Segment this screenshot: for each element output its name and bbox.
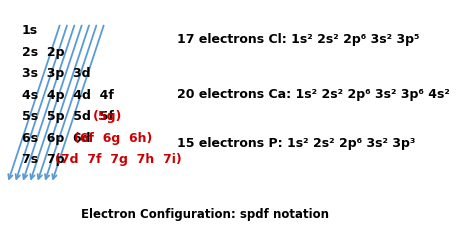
Text: 3s  3p  3d: 3s 3p 3d (22, 67, 90, 80)
Text: 1s: 1s (22, 24, 38, 37)
Text: (6f  6g  6h): (6f 6g 6h) (74, 132, 152, 145)
Text: 6s  6p  6d: 6s 6p 6d (22, 132, 90, 145)
Text: Electron Configuration: spdf notation: Electron Configuration: spdf notation (81, 207, 329, 221)
Text: 5s  5p  5d  5f: 5s 5p 5d 5f (22, 110, 114, 123)
Text: 15 electrons P: 1s² 2s² 2p⁶ 3s² 3p³: 15 electrons P: 1s² 2s² 2p⁶ 3s² 3p³ (177, 137, 415, 150)
Text: 7s  7p: 7s 7p (22, 153, 64, 166)
Text: (5g): (5g) (93, 110, 122, 123)
Text: 2s  2p: 2s 2p (22, 46, 64, 59)
Text: 20 electrons Ca: 1s² 2s² 2p⁶ 3s² 3p⁶ 4s²: 20 electrons Ca: 1s² 2s² 2p⁶ 3s² 3p⁶ 4s² (177, 88, 450, 101)
Text: 4s  4p  4d  4f: 4s 4p 4d 4f (22, 89, 114, 102)
Text: 17 electrons Cl: 1s² 2s² 2p⁶ 3s² 3p⁵: 17 electrons Cl: 1s² 2s² 2p⁶ 3s² 3p⁵ (177, 33, 419, 46)
Text: (7d  7f  7g  7h  7i): (7d 7f 7g 7h 7i) (55, 153, 182, 166)
